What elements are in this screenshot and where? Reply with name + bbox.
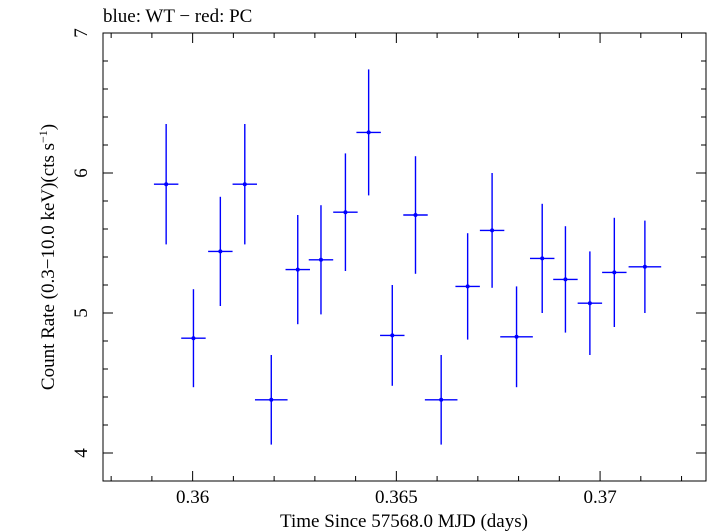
axis-tick-labels: 0.36 0.365 0.37 4 5 6 7 bbox=[71, 28, 617, 508]
data-point bbox=[285, 215, 310, 325]
data-point bbox=[254, 355, 288, 445]
point-marker bbox=[269, 397, 274, 402]
point-marker bbox=[218, 249, 223, 254]
data-points bbox=[153, 69, 662, 445]
y-tick-label: 7 bbox=[71, 28, 92, 38]
point-marker bbox=[318, 257, 323, 262]
point-marker bbox=[366, 130, 371, 135]
point-marker bbox=[540, 256, 545, 261]
point-marker bbox=[563, 277, 568, 282]
point-marker bbox=[343, 210, 348, 215]
point-marker bbox=[295, 267, 300, 272]
data-point bbox=[208, 196, 233, 306]
point-marker bbox=[490, 228, 495, 233]
x-tick-label: 0.37 bbox=[583, 487, 616, 508]
x-axis-label: Time Since 57568.0 MJD (days) bbox=[280, 511, 528, 532]
point-marker bbox=[191, 336, 196, 341]
point-marker bbox=[390, 333, 395, 338]
x-tick-label: 0.365 bbox=[375, 487, 418, 508]
data-point bbox=[403, 156, 428, 274]
point-marker bbox=[242, 182, 247, 187]
data-point bbox=[628, 220, 662, 313]
data-point bbox=[529, 203, 555, 313]
point-marker bbox=[612, 270, 617, 275]
data-point bbox=[553, 226, 578, 333]
y-axis-label-close: ) bbox=[38, 124, 59, 130]
y-axis-label: Count Rate (0.3−10.0 keV)(cts s−1) bbox=[36, 124, 59, 390]
data-point bbox=[479, 173, 505, 288]
data-point bbox=[181, 289, 206, 388]
point-marker bbox=[465, 284, 470, 289]
point-marker bbox=[413, 213, 418, 217]
data-point bbox=[232, 124, 258, 245]
point-marker bbox=[514, 334, 519, 339]
data-point bbox=[153, 124, 179, 245]
point-marker bbox=[587, 301, 592, 306]
data-point bbox=[333, 153, 358, 271]
y-axis-label-exponent: −1 bbox=[36, 130, 50, 143]
data-point bbox=[500, 286, 533, 388]
y-tick-label: 4 bbox=[71, 448, 92, 458]
plot-frame bbox=[102, 32, 707, 482]
data-point bbox=[356, 69, 381, 196]
y-tick-label: 6 bbox=[71, 168, 92, 178]
data-point bbox=[577, 251, 603, 355]
data-point bbox=[308, 205, 334, 315]
point-marker bbox=[164, 182, 169, 187]
y-axis-label-main: Count Rate (0.3−10.0 keV)(cts s bbox=[38, 143, 59, 390]
x-tick-label: 0.36 bbox=[176, 487, 209, 508]
point-marker bbox=[642, 264, 647, 269]
data-point bbox=[602, 217, 627, 327]
point-marker bbox=[439, 397, 444, 402]
data-point bbox=[455, 233, 480, 340]
axis-ticks bbox=[103, 32, 706, 482]
data-point bbox=[424, 355, 458, 445]
y-tick-label: 5 bbox=[71, 308, 92, 318]
chart-title: blue: WT − red: PC bbox=[103, 6, 252, 27]
data-point bbox=[380, 285, 405, 386]
